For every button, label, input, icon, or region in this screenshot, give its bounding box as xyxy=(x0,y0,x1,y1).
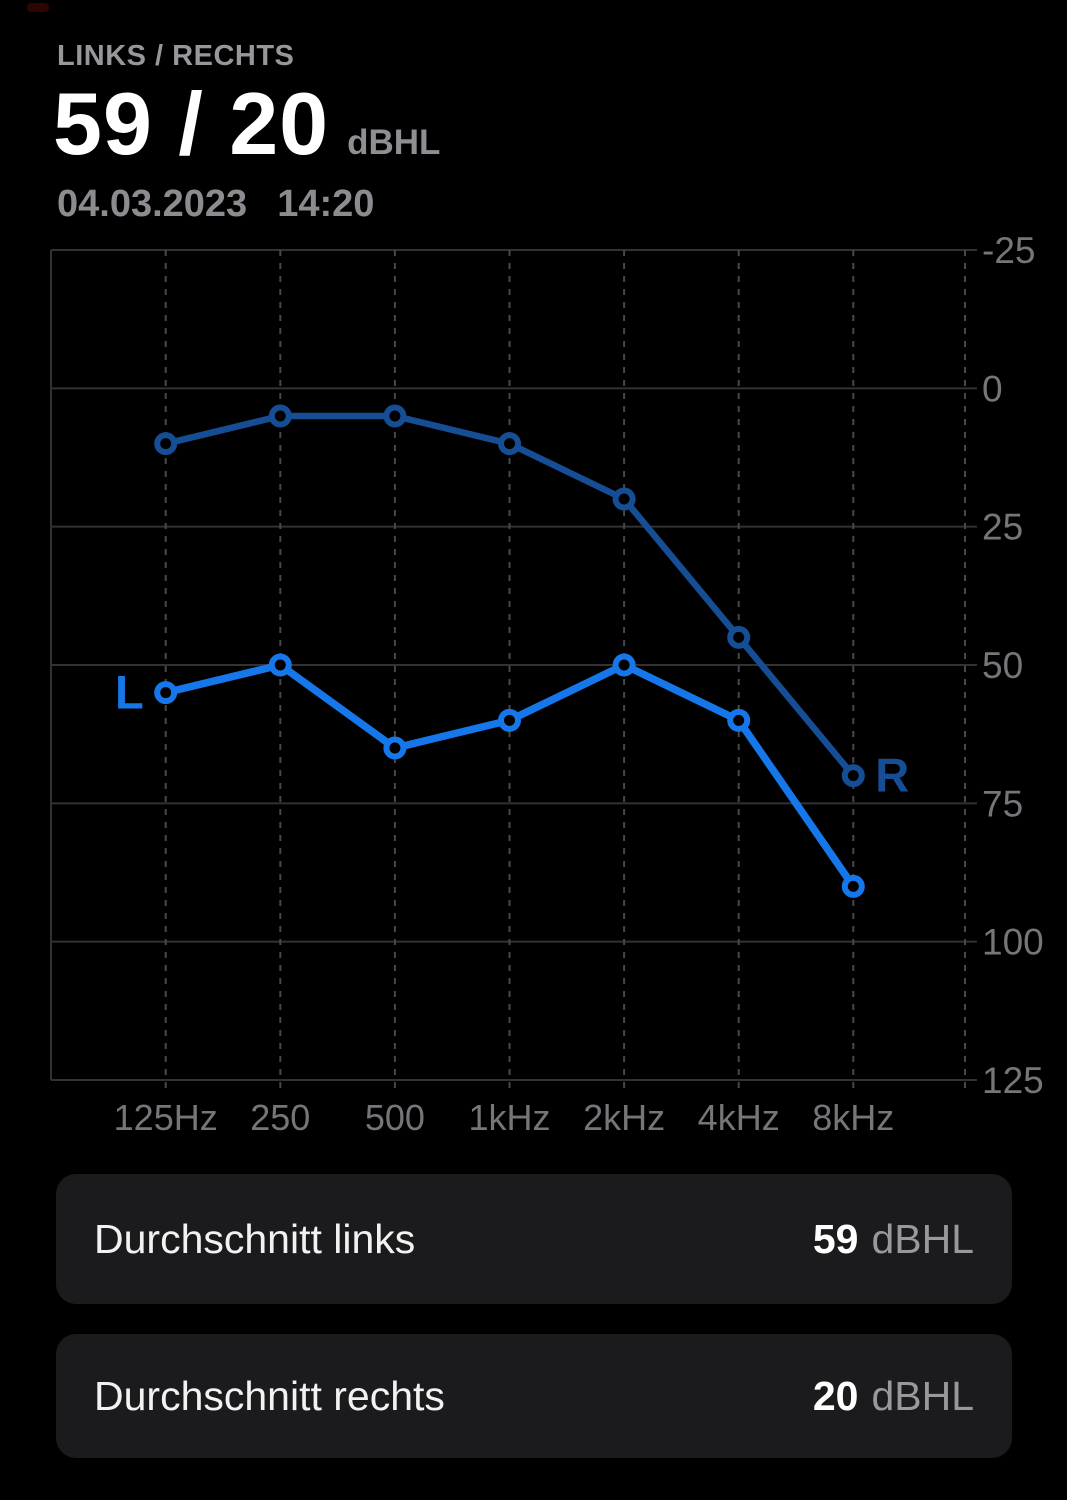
average-right-value: 20 xyxy=(812,1372,859,1419)
headline-value: 59 / 20 xyxy=(53,74,330,173)
audiogram-chart[interactable]: -25 0 25 50 75 100 125 125Hz 250 500 1kHz 2kHz 4kHz 8… xyxy=(0,230,1067,1150)
average-right-label: Durchschnitt rechts xyxy=(94,1372,445,1419)
series-label-links: L xyxy=(115,666,144,719)
data-point-rechts xyxy=(154,432,178,456)
series-label-rechts: R xyxy=(875,749,909,802)
average-right-card[interactable]: Durchschnitt rechts 20 dBHL xyxy=(56,1334,1012,1458)
measurement-date: 04.03.2023 xyxy=(57,183,248,225)
average-left-unit: dBHL xyxy=(871,1215,974,1262)
data-point-links xyxy=(383,736,407,760)
x-axis-tick-label: 250 xyxy=(250,1097,310,1138)
data-point-links xyxy=(841,874,865,898)
data-point-rechts xyxy=(612,487,636,511)
x-axis-tick-label: 8kHz xyxy=(812,1097,894,1138)
x-axis-tick-label: 500 xyxy=(365,1097,425,1138)
measurement-time: 14:20 xyxy=(277,183,375,225)
y-axis-tick-label: 125 xyxy=(982,1060,1044,1101)
y-axis-tick-label: 0 xyxy=(982,368,1003,409)
headline-value-row: 59 / 20 dBHL xyxy=(53,80,440,168)
audiogram-plot: -25 0 25 50 75 100 125 125Hz 250 500 1kHz 2kHz 4kHz 8… xyxy=(50,230,1044,1138)
data-point-links xyxy=(154,681,178,705)
x-axis-tick-label: 125Hz xyxy=(114,1097,218,1138)
data-point-links xyxy=(268,653,292,677)
data-point-rechts xyxy=(383,404,407,428)
measurement-datetime: 04.03.2023 14:20 xyxy=(57,183,374,226)
data-point-links xyxy=(498,708,521,732)
headline-unit: dBHL xyxy=(347,123,441,162)
x-axis-tick-label: 1kHz xyxy=(468,1097,550,1138)
data-point-links xyxy=(612,653,636,677)
average-left-label: Durchschnitt links xyxy=(94,1215,416,1262)
y-axis-tick-label: 25 xyxy=(982,507,1023,548)
data-point-rechts xyxy=(498,432,521,456)
x-axis-tick-label: 4kHz xyxy=(698,1097,780,1138)
data-point-rechts xyxy=(268,404,292,428)
data-point-links xyxy=(727,708,751,732)
average-right-unit: dBHL xyxy=(871,1372,974,1419)
page-title: LINKS / RECHTS xyxy=(57,40,295,72)
x-axis-tick-label: 2kHz xyxy=(583,1097,665,1138)
y-axis-tick-label: 100 xyxy=(982,922,1044,963)
data-point-rechts xyxy=(727,625,751,649)
y-axis-tick-label: -25 xyxy=(982,235,1035,271)
y-axis-tick-label: 50 xyxy=(982,645,1023,686)
y-axis-tick-label: 75 xyxy=(982,783,1023,824)
average-left-value: 59 xyxy=(812,1215,859,1262)
status-bar-artifact xyxy=(27,3,49,12)
data-point-rechts xyxy=(841,764,865,788)
average-left-card[interactable]: Durchschnitt links 59 dBHL xyxy=(56,1174,1012,1304)
